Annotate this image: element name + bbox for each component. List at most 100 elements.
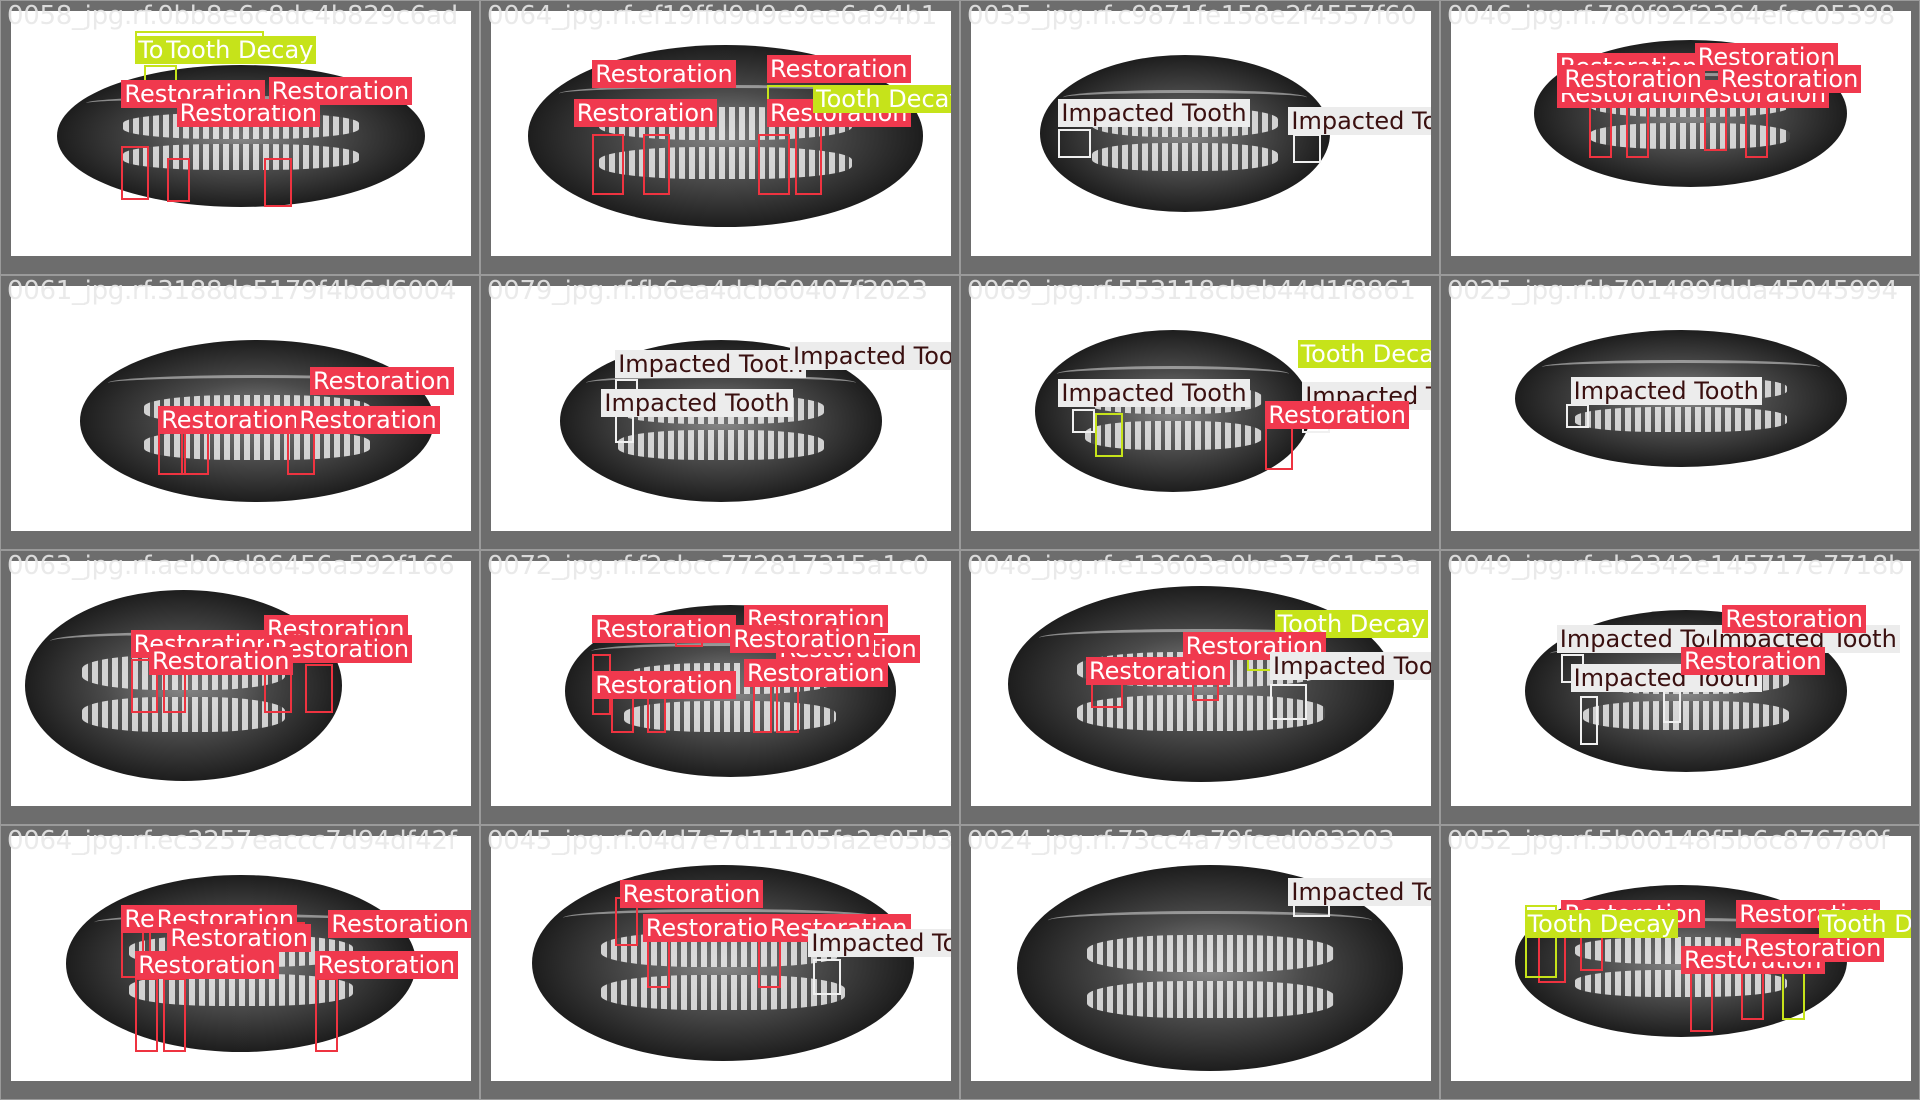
teeth-row xyxy=(123,144,359,171)
detection-box xyxy=(121,145,149,200)
image-filename-caption: 0052_jpg.rf.5b00148f5b6c876780f xyxy=(1447,826,1889,856)
image-filename-caption: 0045_jpg.rf.04d7e7d11105fa2e05b3 xyxy=(487,826,953,856)
detection-label: Restoration xyxy=(592,671,736,700)
detection-label: To xyxy=(135,35,167,64)
detection-label: Restoration xyxy=(1265,401,1409,430)
detection-label: Impacted Tooth xyxy=(615,349,807,378)
detection-label: Tooth Decay xyxy=(1819,909,1911,938)
detection-label: Restoration xyxy=(1740,934,1885,962)
detection-label: Restoration xyxy=(310,366,454,395)
tile-image-area: RestorationRestorationRestorationImpacte… xyxy=(491,836,951,1081)
detection-label: Restoration xyxy=(314,951,459,980)
result-tile: Tooth Decay Restoration Restoration Impacte… xyxy=(960,550,1440,825)
image-filename-caption: 0079_jpg.rf.fb6ea4dcb60407f2023 xyxy=(487,276,928,306)
jaw-outline xyxy=(108,375,406,391)
detection-box xyxy=(167,158,191,203)
teeth-row xyxy=(1575,406,1787,432)
detection-label: Restoration xyxy=(1717,64,1862,93)
image-filename-caption: 0035_jpg.rf.c9871fe158e2f4557f60 xyxy=(967,1,1417,31)
tile-image-area: Impacted Tooth Impacted Tooth Impacted Too… xyxy=(1451,561,1911,806)
detection-label: Restoration xyxy=(573,99,718,128)
detection-box xyxy=(1095,413,1123,458)
detection-box xyxy=(615,413,634,443)
detection-box xyxy=(647,938,671,988)
tile-image-area: Restoration Restoration Restoration xyxy=(11,286,471,531)
image-filename-caption: 0072_jpg.rf.f2cbcc772817315a1c0 xyxy=(487,551,929,581)
detection-label: Restoration xyxy=(1086,656,1230,685)
teeth-row xyxy=(1077,695,1325,731)
image-filename-caption: 0024_jpg.rf.73cc4a79fced083203 xyxy=(967,826,1395,856)
result-tile: Impacted Tooth Impacted Tooth Impacted Too… xyxy=(1440,550,1920,825)
result-tile: Impacted Tooth Impacted Too Impacted Tooth… xyxy=(480,275,960,550)
detection-label: Restoration xyxy=(642,914,787,943)
detection-box xyxy=(135,978,159,1052)
detection-label: Restoration xyxy=(730,624,874,653)
detection-label: Restoration xyxy=(328,909,471,938)
teeth-row xyxy=(1092,142,1278,172)
image-filename-caption: 0064_jpg.rf.ef19ffd9d9e9ee6a94b1 xyxy=(487,1,938,31)
detection-label: Restoration xyxy=(158,406,302,435)
tile-image-area: Impacted Tooth xyxy=(1451,286,1911,531)
result-tile: Impacted Tooth 0024_jpg.rf.73cc4a79fced08… xyxy=(960,825,1440,1100)
detection-box xyxy=(1270,683,1307,721)
teeth-row xyxy=(601,975,846,1011)
detection-box xyxy=(130,659,159,713)
detection-label: Restoration xyxy=(767,55,911,84)
image-filename-caption: 0064_jpg.rf.ec3257eaccc7d94df42f xyxy=(7,826,457,856)
detection-box xyxy=(1293,133,1321,163)
jaw-outline xyxy=(562,908,884,928)
teeth-row xyxy=(1086,980,1334,1018)
detection-box xyxy=(1072,408,1096,433)
image-filename-caption: 0025_jpg.rf.b701489fdda45045994 xyxy=(1447,276,1898,306)
detection-label: Impacted Tooth xyxy=(1288,877,1431,906)
teeth-row xyxy=(599,146,853,180)
detection-label: Tooth Decay xyxy=(162,35,317,64)
result-tile: Impacted Tooth 0025_jpg.rf.b701489fdda450… xyxy=(1440,275,1920,550)
panoramic-xray xyxy=(1040,55,1330,212)
result-tile: RestorationRestorationRestorationImpacte… xyxy=(480,825,960,1100)
teeth-row xyxy=(1085,420,1262,450)
detection-label: Restoration xyxy=(619,880,764,909)
image-filename-caption: 0048_jpg.rf.e13603a0be37e61c53a xyxy=(967,551,1421,581)
image-filename-caption: 0069_jpg.rf.553118cbeb44d1f8861 xyxy=(967,276,1416,306)
detection-label: Impacted Tooth xyxy=(808,929,951,958)
detection-box xyxy=(162,978,186,1052)
tile-image-area: Tooth Decay To Restoration Restoration Resto… xyxy=(11,11,471,256)
image-filename-caption: 0061_jpg.rf.3188dc5179f4b6d6004 xyxy=(7,276,457,306)
result-tile: Tooth Decay To Restoration Restoration Resto… xyxy=(0,0,480,275)
detection-label: Restoration xyxy=(1681,646,1825,675)
jaw-outline xyxy=(1541,360,1821,374)
detection-box xyxy=(642,133,671,195)
detection-label: Restoration xyxy=(167,924,311,953)
detection-box xyxy=(264,158,292,207)
result-tile: RestorationRestorationRestorationRestora… xyxy=(1440,825,1920,1100)
detection-label: Restoration xyxy=(268,77,413,106)
image-filename-caption: 0058_jpg.rf.0bb8e6c8dc4b829c6ad xyxy=(7,1,458,31)
detection-label: Restoration xyxy=(592,614,736,643)
tile-image-area: Tooth Decay Restoration Restoration Impacte… xyxy=(971,561,1431,806)
detection-box xyxy=(757,133,790,195)
detection-box xyxy=(813,958,841,996)
result-tile: Restoration Restoration Restoration 0061_jp… xyxy=(0,275,480,550)
detection-label: Restoration xyxy=(1722,605,1866,634)
jaw-outline xyxy=(1047,910,1373,930)
detection-box xyxy=(592,133,625,195)
detection-label: Restoration xyxy=(1561,64,1705,93)
teeth-row xyxy=(624,701,837,732)
detection-label: Impacted Tooth xyxy=(1270,651,1431,680)
detection-box xyxy=(757,938,781,988)
teeth-row xyxy=(81,697,286,732)
detection-label: Impacted Tooth xyxy=(1058,379,1250,408)
